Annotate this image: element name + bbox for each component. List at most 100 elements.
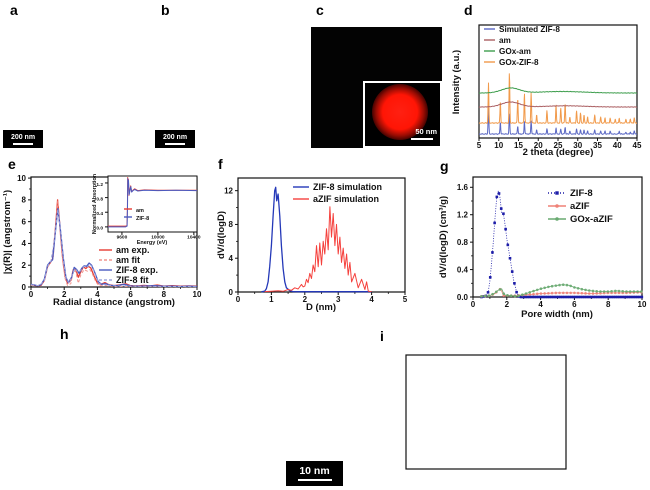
svg-text:4: 4 <box>369 295 374 304</box>
svg-text:5: 5 <box>403 295 408 304</box>
svg-text:45: 45 <box>633 141 642 150</box>
svg-text:Energy (eV): Energy (eV) <box>137 240 168 246</box>
svg-text:4: 4 <box>95 290 100 299</box>
svg-text:1: 1 <box>269 295 274 304</box>
svg-text:ZIF-8 simulation: ZIF-8 simulation <box>313 182 382 192</box>
scalebar-b <box>165 142 185 145</box>
fluorescence-inset: 50 nm <box>363 81 442 148</box>
svg-text:12: 12 <box>224 186 233 195</box>
svg-text:2: 2 <box>505 300 510 309</box>
svg-text:dV/d(logD): dV/d(logD) <box>216 211 227 259</box>
svg-text:GOx-aZIF: GOx-aZIF <box>570 214 613 225</box>
svg-text:GOx-ZIF-8: GOx-ZIF-8 <box>499 58 539 67</box>
svg-text:8: 8 <box>162 290 167 299</box>
svg-text:0: 0 <box>236 295 241 304</box>
tomography-slice-image <box>43 343 195 489</box>
svg-text:Radial distance (angstrom): Radial distance (angstrom) <box>53 297 175 308</box>
panel-label-i: i <box>380 328 384 344</box>
svg-text:8: 8 <box>229 220 234 229</box>
svg-text:0.8: 0.8 <box>96 196 103 202</box>
scalebar-label-a: 200 nm <box>10 133 36 141</box>
svg-text:0.4: 0.4 <box>457 265 469 274</box>
svg-text:6: 6 <box>22 217 27 226</box>
svg-text:0.4: 0.4 <box>96 211 103 217</box>
svg-text:1.2: 1.2 <box>457 211 469 220</box>
panel-label-h: h <box>60 326 69 342</box>
svg-text:10: 10 <box>193 290 202 299</box>
svg-text:10: 10 <box>494 141 503 150</box>
panel-label-g: g <box>440 158 449 174</box>
svg-text:4: 4 <box>229 254 234 263</box>
panel-label-b: b <box>161 2 170 18</box>
svg-text:5: 5 <box>477 141 482 150</box>
svg-text:2: 2 <box>303 295 308 304</box>
svg-text:1.6: 1.6 <box>457 183 469 192</box>
svg-text:2 theta (degree): 2 theta (degree) <box>523 147 594 158</box>
svg-text:0.0: 0.0 <box>96 226 103 232</box>
scalebar-box-b: 200 nm <box>155 130 195 148</box>
svg-text:10000: 10000 <box>151 235 165 241</box>
svg-text:6: 6 <box>572 300 577 309</box>
svg-text:am fit: am fit <box>116 255 140 265</box>
svg-text:35: 35 <box>593 141 602 150</box>
svg-text:Intensity (a.u.): Intensity (a.u.) <box>451 50 462 114</box>
svg-text:0.8: 0.8 <box>457 238 469 247</box>
svg-text:0.0: 0.0 <box>457 293 469 302</box>
svg-text:ZIF-8: ZIF-8 <box>136 216 149 222</box>
svg-text:0: 0 <box>29 290 34 299</box>
svg-text:am: am <box>136 208 144 214</box>
svg-text:0: 0 <box>471 300 476 309</box>
panel-label-a: a <box>10 2 18 18</box>
scalebar-box-h: 10 nm <box>286 461 343 486</box>
svg-text:ZIF-8 fit: ZIF-8 fit <box>116 275 149 285</box>
nanoparticle-glow <box>372 84 428 140</box>
svg-text:Simulated ZIF-8: Simulated ZIF-8 <box>499 25 560 34</box>
svg-text:Normalized Absorption: Normalized Absorption <box>92 173 98 234</box>
svg-text:8: 8 <box>22 196 27 205</box>
svg-text:6: 6 <box>128 290 133 299</box>
svg-text:ZIF-8 exp.: ZIF-8 exp. <box>116 265 158 275</box>
scalebar-label-c: 50 nm <box>415 127 437 136</box>
scalebar-label-b: 200 nm <box>162 133 188 141</box>
svg-text:4: 4 <box>22 239 27 248</box>
scalebar-c <box>411 137 433 140</box>
svg-text:|χ(R)| (angstrom⁻¹): |χ(R)| (angstrom⁻¹) <box>2 190 13 274</box>
panel-label-f: f <box>218 156 223 172</box>
svg-text:0: 0 <box>22 283 27 292</box>
svg-text:10400: 10400 <box>187 235 201 241</box>
svg-text:9600: 9600 <box>117 235 128 241</box>
svg-text:10: 10 <box>638 300 647 309</box>
svg-text:10: 10 <box>17 174 26 183</box>
scalebar-h <box>297 478 332 481</box>
scalebar-label-h: 10 nm <box>299 465 330 477</box>
panel-label-e: e <box>8 156 16 172</box>
svg-text:D (nm): D (nm) <box>306 302 336 313</box>
svg-text:25: 25 <box>554 141 563 150</box>
svg-text:15: 15 <box>514 141 523 150</box>
svg-text:2: 2 <box>62 290 67 299</box>
svg-text:Pore width (nm): Pore width (nm) <box>521 309 593 320</box>
svg-text:dV/d(logD) (cm³/g): dV/d(logD) (cm³/g) <box>438 196 449 278</box>
svg-text:GOx-am: GOx-am <box>499 47 531 56</box>
panel-label-d: d <box>464 2 473 18</box>
svg-text:20: 20 <box>534 141 543 150</box>
svg-text:am: am <box>499 36 511 45</box>
fluorescence-image: 50 nm <box>311 27 442 148</box>
svg-text:2: 2 <box>22 261 27 270</box>
scalebar-box-a: 200 nm <box>3 130 43 148</box>
svg-text:ZIF-8: ZIF-8 <box>570 188 593 199</box>
svg-text:4: 4 <box>538 300 543 309</box>
svg-text:am exp.: am exp. <box>116 245 150 255</box>
svg-text:40: 40 <box>613 141 622 150</box>
panel-label-c: c <box>316 2 324 18</box>
svg-text:1.2: 1.2 <box>96 182 103 188</box>
svg-text:0: 0 <box>229 288 234 297</box>
scalebar-a <box>13 142 33 145</box>
svg-text:aZIF simulation: aZIF simulation <box>313 194 379 204</box>
svg-text:aZIF: aZIF <box>570 201 590 212</box>
svg-text:30: 30 <box>573 141 582 150</box>
svg-text:3: 3 <box>336 295 341 304</box>
svg-text:8: 8 <box>606 300 611 309</box>
